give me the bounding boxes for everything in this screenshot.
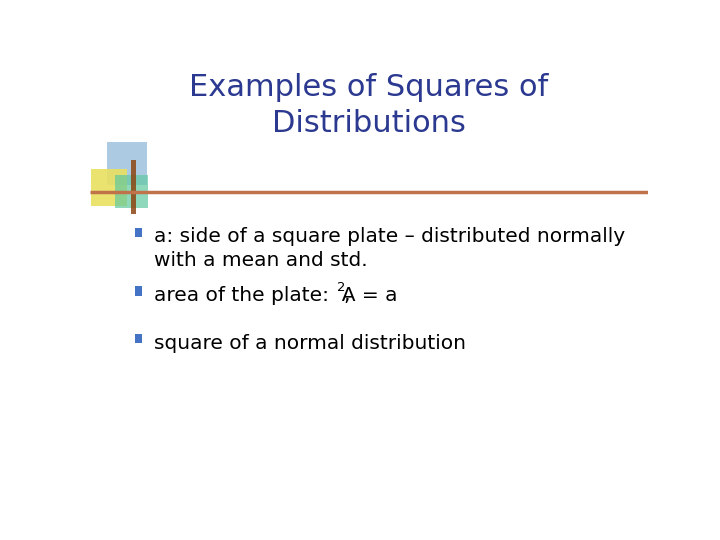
Bar <box>135 334 143 343</box>
Bar <box>114 175 148 208</box>
Text: area of the plate:  A = a: area of the plate: A = a <box>154 286 397 305</box>
Text: ,: , <box>344 286 351 305</box>
Bar <box>135 286 143 295</box>
Text: 2: 2 <box>337 281 346 294</box>
Bar <box>131 160 136 214</box>
Text: square of a normal distribution: square of a normal distribution <box>154 334 466 353</box>
Bar <box>107 141 147 185</box>
Bar <box>91 169 127 206</box>
Text: a: side of a square plate – distributed normally
with a mean and std.: a: side of a square plate – distributed … <box>154 227 625 270</box>
Text: Examples of Squares of
Distributions: Examples of Squares of Distributions <box>189 73 549 138</box>
Bar <box>135 228 143 238</box>
